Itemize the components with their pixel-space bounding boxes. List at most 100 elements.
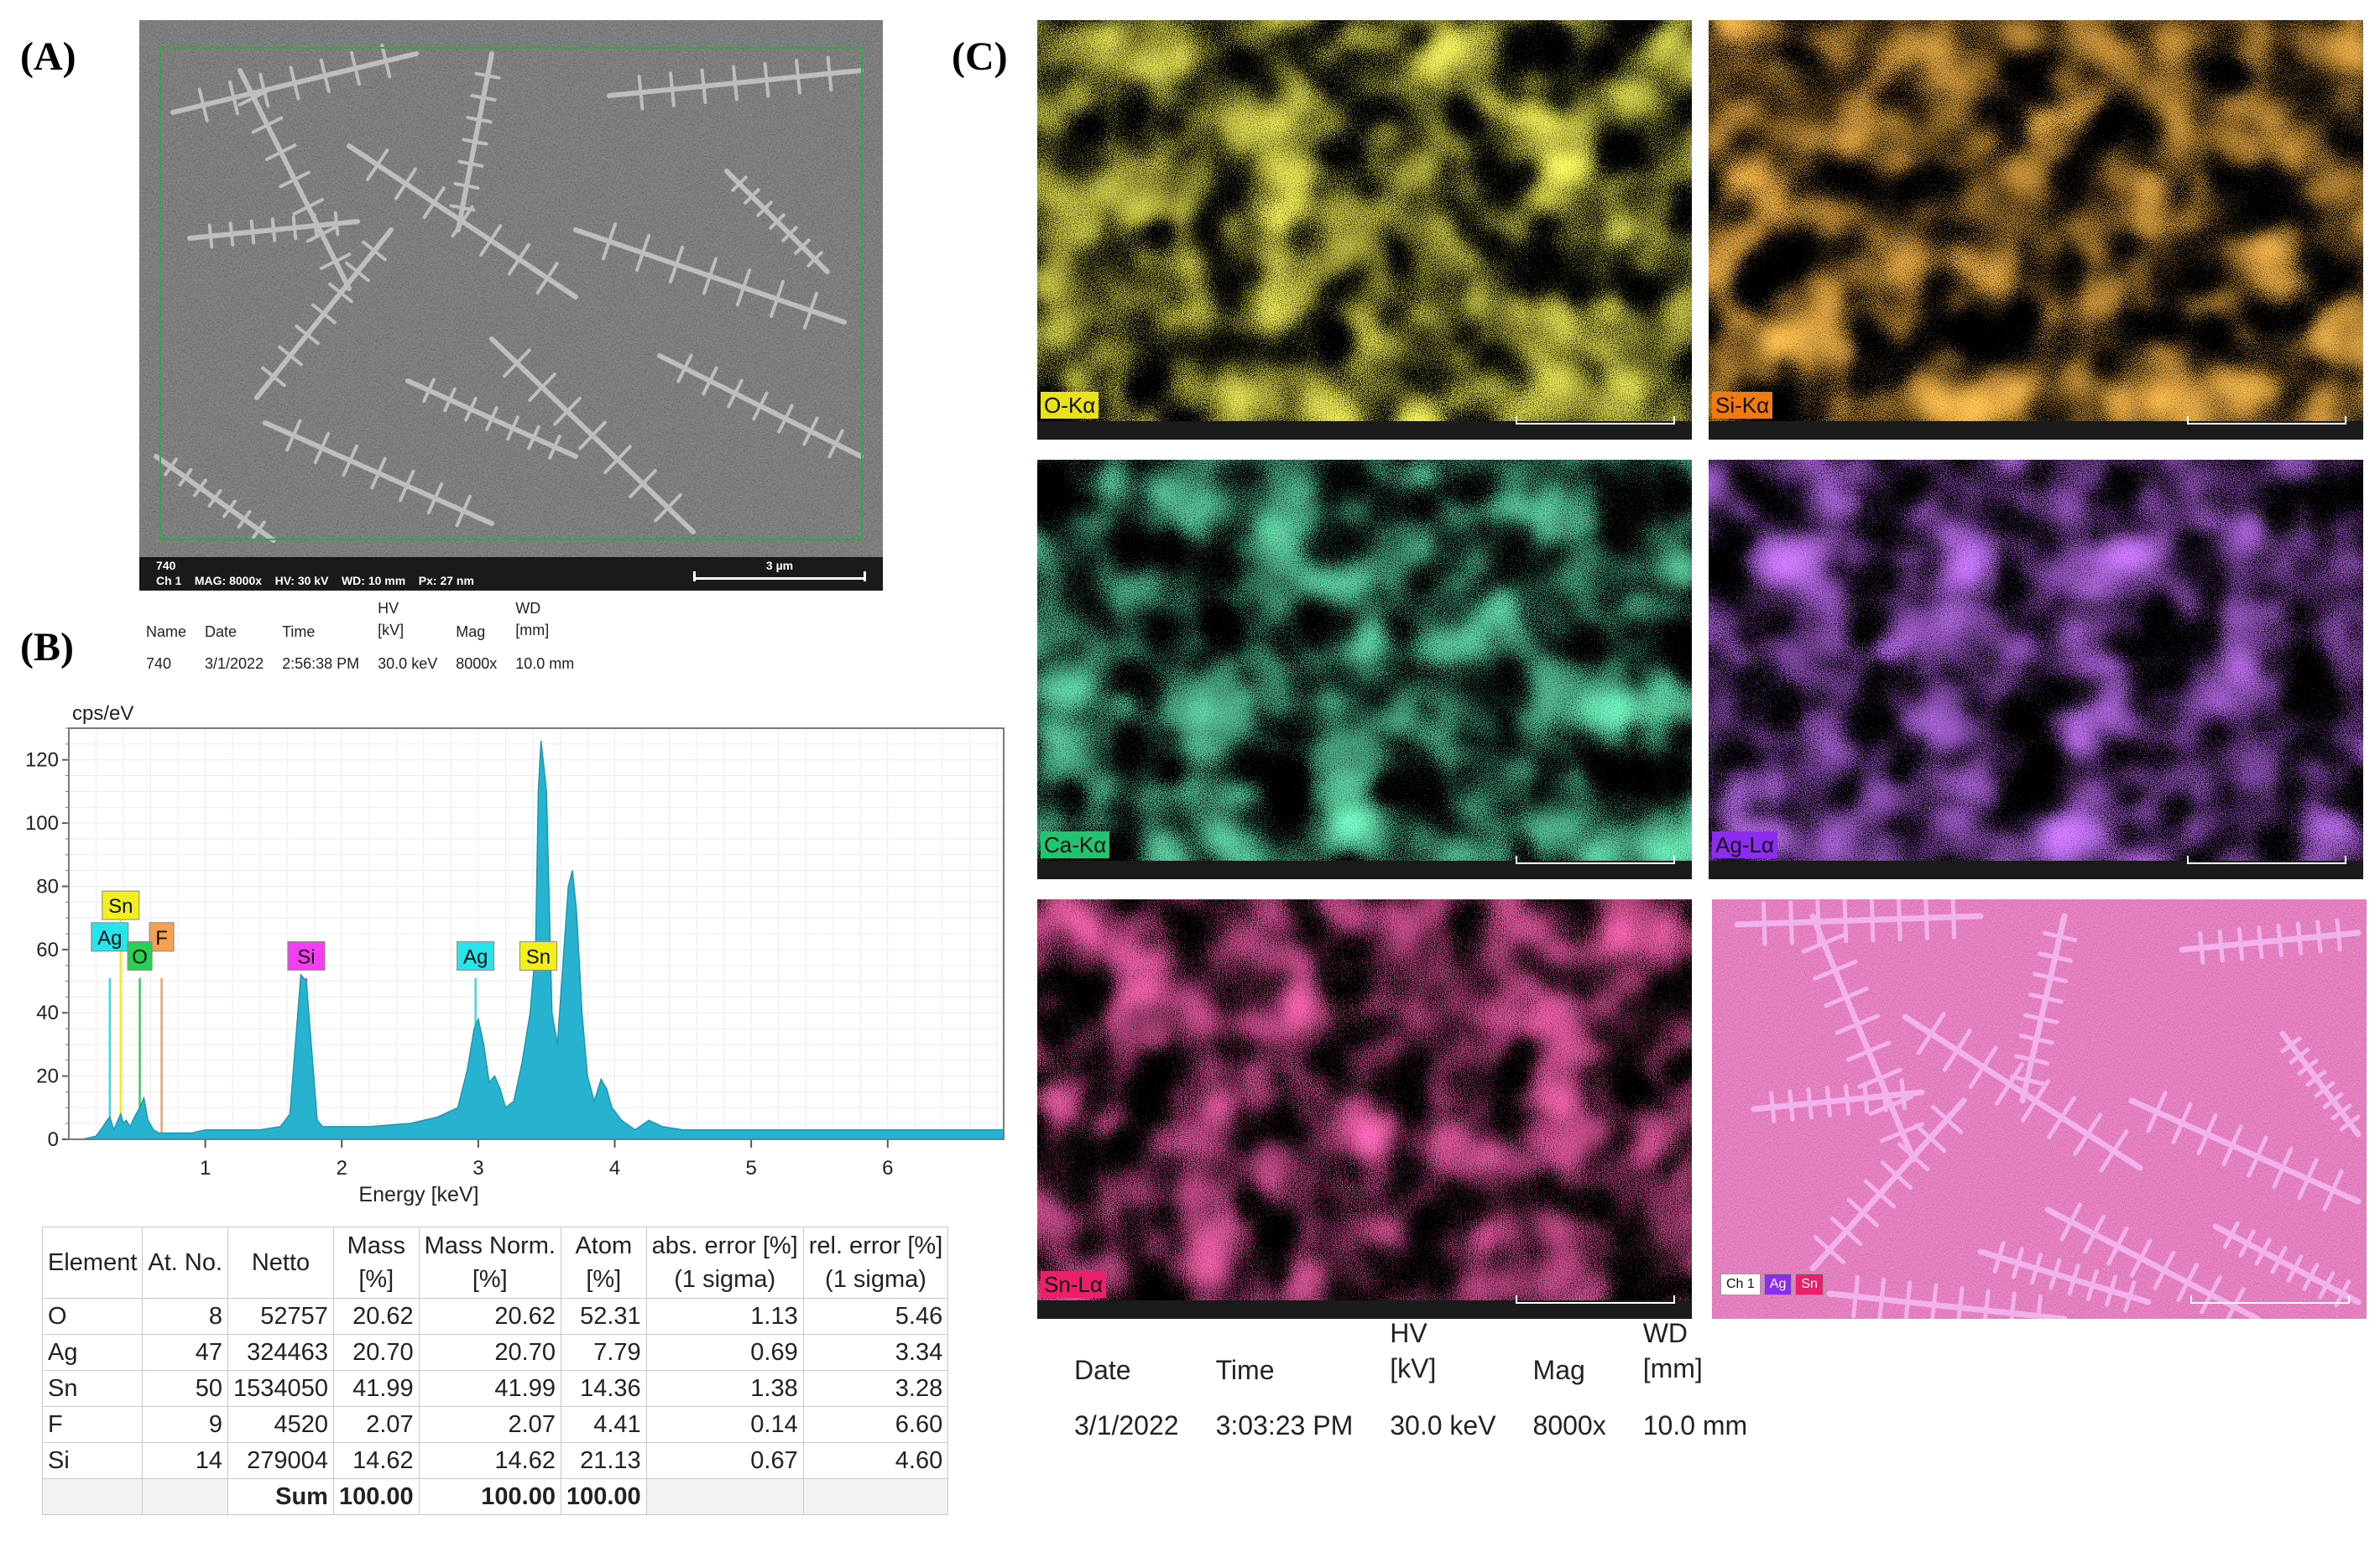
table-cell: 5.46 <box>802 1298 949 1335</box>
table-cell: 21.13 <box>560 1442 647 1479</box>
map-label: Si-Kα <box>1712 392 1773 419</box>
table-header: Mass Norm. [%] <box>418 1227 561 1299</box>
table-cell: 47 <box>142 1334 229 1371</box>
table-cell: 324463 <box>227 1334 334 1371</box>
meta-value: 30.0 keV <box>1390 1410 1496 1440</box>
element-marker-o: O <box>127 940 153 971</box>
meta-value: 10.0 mm <box>515 655 575 672</box>
map-scale-bar <box>1516 856 1675 864</box>
element-marker-ag: Ag <box>457 940 495 971</box>
map-o-ka: O-Kα <box>1037 20 1692 440</box>
x-tick-label: 4 <box>609 1157 620 1180</box>
y-tick-label: 20 <box>36 1065 59 1088</box>
sem-info-params: Ch 1 MAG: 8000x HV: 30 kV WD: 10 mm Px: … <box>156 574 474 587</box>
map-overlay-ag-sn: Ch 1 Ag Sn <box>1712 899 2367 1319</box>
table-cell: 1534050 <box>227 1370 334 1407</box>
table-cell: 52757 <box>227 1298 334 1335</box>
meta-header: Date <box>205 623 237 640</box>
meta-value: 8000x <box>1532 1410 1606 1440</box>
sem-metadata-table: Name Date Time HV [kV] Mag WD [mm] 740 3… <box>139 596 587 675</box>
table-cell: 41.99 <box>418 1370 561 1407</box>
map-si-ka: Si-Kα <box>1709 20 2363 440</box>
map-ca-ka: Ca-Kα <box>1037 460 1692 879</box>
map-label: Ag-Lα <box>1712 831 1777 858</box>
meta-header: Time <box>282 623 316 640</box>
marker-label: F <box>155 927 168 950</box>
table-cell: 14.62 <box>418 1442 561 1479</box>
table-cell: 4.60 <box>802 1442 949 1479</box>
meta-header: WD [mm] <box>515 600 550 638</box>
legend-chip-ch1: Ch 1 <box>1720 1274 1761 1295</box>
element-marker-sn: Sn <box>102 890 140 920</box>
panel-label-a: (A) <box>20 34 76 79</box>
map-label: O-Kα <box>1041 392 1099 419</box>
panel-label-b: (B) <box>20 625 74 669</box>
table-cell: 1.13 <box>645 1298 804 1335</box>
table-cell: F <box>41 1406 144 1443</box>
table-cell: 14.36 <box>560 1370 647 1407</box>
y-axis-label: cps/eV <box>72 702 133 725</box>
y-tick-label: 80 <box>36 875 59 898</box>
marker-label: Ag <box>97 927 122 950</box>
table-row: O 8 52757 20.62 20.62 52.31 1.13 5.46 <box>41 1298 949 1335</box>
spectrum-series <box>82 740 1005 1140</box>
map-info-bar <box>1037 861 1692 879</box>
meta-header: HV [kV] <box>1390 1318 1437 1383</box>
map-info-bar <box>1709 861 2363 879</box>
table-cell: 4.41 <box>560 1406 647 1443</box>
x-tick-label: 3 <box>472 1157 483 1180</box>
x-tick-label: 1 <box>200 1157 211 1180</box>
sem-info-bar: 740 Ch 1 MAG: 8000x HV: 30 kV WD: 10 mm … <box>139 557 883 591</box>
meta-header: Name <box>146 623 187 640</box>
sum-atom: 100.00 <box>560 1478 647 1515</box>
map-scale-bar <box>1516 1295 1675 1304</box>
table-cell: 1.38 <box>645 1370 804 1407</box>
element-marker-sn: Sn <box>519 940 557 971</box>
marker-label: Ag <box>463 946 488 968</box>
table-cell: 20.70 <box>332 1334 420 1371</box>
meta-header: Mag <box>456 623 486 640</box>
element-map-image <box>1037 460 1692 861</box>
map-info-bar <box>1037 1300 1692 1319</box>
sem-roi-box <box>159 47 863 540</box>
meta-value: 30.0 keV <box>378 655 438 672</box>
y-tick-label: 100 <box>25 812 59 835</box>
element-marker-f: F <box>149 922 175 952</box>
table-cell: 41.99 <box>332 1370 420 1407</box>
table-header: Element <box>41 1227 144 1299</box>
map-scale-bar <box>2190 1295 2350 1304</box>
meta-header: HV [kV] <box>378 600 404 638</box>
legend-chip-sn: Sn <box>1795 1274 1824 1295</box>
meta-value: 3/1/2022 <box>1074 1410 1179 1440</box>
marker-label: Sn <box>526 946 551 968</box>
table-cell: Si <box>41 1442 144 1479</box>
table-header: rel. error [%] (1 sigma) <box>802 1227 949 1299</box>
table-header: abs. error [%] (1 sigma) <box>645 1227 804 1299</box>
meta-header: Time <box>1215 1355 1275 1385</box>
table-cell: 3.28 <box>802 1370 949 1407</box>
table-row: Si 14 279004 14.62 14.62 21.13 0.67 4.60 <box>41 1442 949 1479</box>
table-cell: 9 <box>142 1406 229 1443</box>
table-cell: 7.79 <box>560 1334 647 1371</box>
element-quant-table: Element At. No. Netto Mass [%] Mass Norm… <box>41 1227 949 1515</box>
sem-info-name: 740 <box>156 559 176 572</box>
meta-header: WD [mm] <box>1642 1318 1703 1383</box>
sum-mass-norm: 100.00 <box>418 1478 561 1515</box>
table-cell: 50 <box>142 1370 229 1407</box>
meta-value: 3:03:23 PM <box>1215 1410 1354 1440</box>
element-map-image <box>1037 899 1692 1300</box>
map-metadata-table: Date Time HV [kV] Mag WD [mm] 3/1/2022 3… <box>1066 1315 1776 1441</box>
table-header: At. No. <box>142 1227 229 1299</box>
sem-image: 740 Ch 1 MAG: 8000x HV: 30 kV WD: 10 mm … <box>139 20 883 591</box>
table-cell: Ag <box>41 1334 144 1371</box>
element-map-image <box>1709 20 2363 421</box>
table-sum-row: Sum 100.00 100.00 100.00 <box>41 1478 949 1515</box>
table-cell: 279004 <box>227 1442 334 1479</box>
table-cell: O <box>41 1298 144 1335</box>
table-header: Atom [%] <box>560 1227 647 1299</box>
table-cell: 52.31 <box>560 1298 647 1335</box>
sum-label: Sum <box>227 1478 334 1515</box>
table-cell: 6.60 <box>802 1406 949 1443</box>
panel-label-c: (C) <box>952 34 1008 79</box>
map-sn-la: Sn-Lα <box>1037 899 1692 1319</box>
